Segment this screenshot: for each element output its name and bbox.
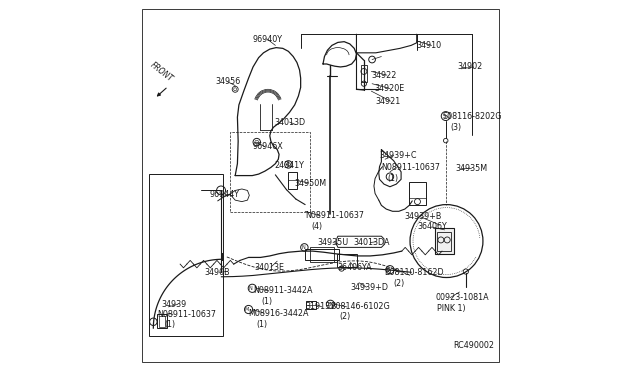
Text: M08916-3442A: M08916-3442A [248,309,309,318]
Text: 36406Y: 36406Y [417,222,447,231]
Text: 36406YA: 36406YA [338,263,372,272]
Bar [310,247,334,262]
Text: N08911-10637: N08911-10637 [381,163,440,172]
Text: 34922: 34922 [371,71,397,80]
Text: 00923-1081A: 00923-1081A [435,293,489,302]
Text: 34902: 34902 [458,62,483,71]
Bar [159,316,165,327]
Text: N08911-10637: N08911-10637 [157,310,216,319]
Text: B08110-8162D: B08110-8162D [384,268,444,277]
Text: 34939+D: 34939+D [351,283,388,292]
Text: 34013DA: 34013DA [353,238,390,247]
Text: (3): (3) [450,123,461,132]
Text: (1): (1) [257,320,268,329]
Bar [157,314,168,328]
Text: 34939: 34939 [162,300,187,309]
Text: N08911-10637: N08911-10637 [305,211,364,220]
Text: B: B [327,302,331,307]
Bar [408,182,426,205]
Bar [337,254,357,267]
Bar [435,228,454,254]
Text: 96940Y: 96940Y [252,35,282,44]
Text: 34939+C: 34939+C [380,151,417,160]
Text: B: B [387,267,390,272]
Text: (2): (2) [394,279,405,288]
Text: N: N [301,245,305,250]
Text: 34935M: 34935M [456,164,488,173]
Text: 34910: 34910 [416,41,441,50]
Text: (4): (4) [312,222,323,231]
Text: 34013D: 34013D [275,118,306,126]
Bar [149,174,223,336]
Text: 34950M: 34950M [294,179,326,187]
Text: 96946X: 96946X [252,142,283,151]
Text: 96944Y: 96944Y [209,190,239,199]
Text: 31913Y: 31913Y [306,302,336,311]
Text: FRONT: FRONT [149,61,175,84]
Bar [437,232,451,251]
Text: M: M [245,307,249,312]
Text: (1): (1) [388,174,399,183]
Bar [289,172,296,189]
Text: N08911-3442A: N08911-3442A [253,286,312,295]
Text: 24341Y: 24341Y [275,161,305,170]
Text: 34920E: 34920E [374,84,404,93]
Text: PINK 1): PINK 1) [437,304,466,312]
Text: 34013E: 34013E [255,263,285,272]
Text: 34956: 34956 [215,77,241,86]
Text: 34939+B: 34939+B [405,212,442,221]
Text: N: N [249,286,253,291]
Text: 34935U: 34935U [317,238,348,247]
Bar [306,301,316,309]
Text: 34921: 34921 [375,97,400,106]
Text: RC490002: RC490002 [453,341,494,350]
Bar [305,249,339,260]
Bar [361,65,367,82]
Bar [230,132,310,212]
Text: S: S [442,113,446,119]
Text: (1): (1) [164,320,175,329]
Text: B08146-6102G: B08146-6102G [330,302,390,311]
Text: (1): (1) [261,297,273,306]
Text: (2): (2) [339,312,351,321]
Text: 3490B: 3490B [204,268,230,277]
Text: S08116-8202G: S08116-8202G [443,112,502,121]
